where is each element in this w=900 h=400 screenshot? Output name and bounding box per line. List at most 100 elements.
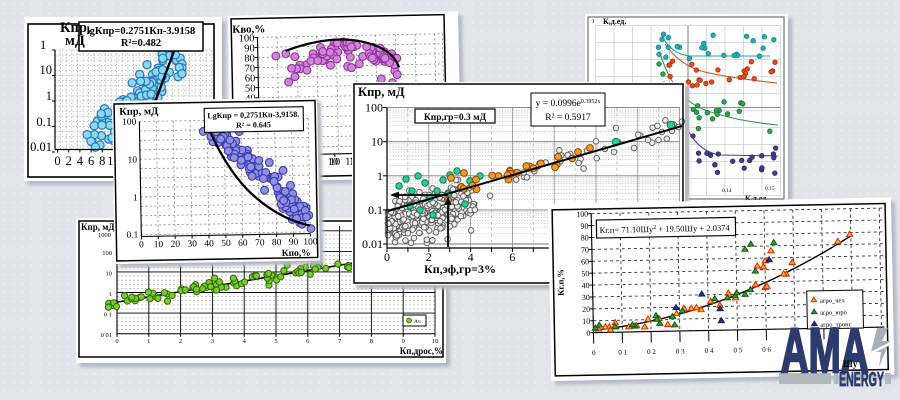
svg-text:1: 1 xyxy=(147,338,150,345)
svg-text:100: 100 xyxy=(303,237,318,247)
svg-text:0.1: 0.1 xyxy=(36,115,52,129)
svg-text:0: 0 xyxy=(384,250,390,264)
svg-text:100: 100 xyxy=(365,101,383,115)
svg-text:0.1: 0.1 xyxy=(368,203,383,217)
svg-text:90: 90 xyxy=(580,222,588,231)
svg-text:60: 60 xyxy=(581,257,589,266)
svg-text:0.01: 0.01 xyxy=(362,237,383,251)
svg-text:0.01: 0.01 xyxy=(30,140,52,154)
svg-text:10: 10 xyxy=(582,317,590,326)
svg-text:0 2: 0 2 xyxy=(647,348,656,356)
svg-text:9: 9 xyxy=(402,338,405,345)
svg-text:10: 10 xyxy=(106,271,113,278)
svg-text:1: 1 xyxy=(109,291,112,298)
svg-text:1000: 1000 xyxy=(98,232,111,239)
svg-text:0 3: 0 3 xyxy=(676,347,685,355)
svg-text:Кпр, мД: Кпр, мД xyxy=(358,85,405,99)
svg-text:Кпр, мД: Кпр, мД xyxy=(81,222,115,232)
svg-text:агро_юро: агро_юро xyxy=(820,309,847,317)
svg-text:40: 40 xyxy=(581,281,589,290)
svg-text:Кп,эф,гр=3%: Кп,эф,гр=3% xyxy=(424,262,496,276)
svg-text:0.1: 0.1 xyxy=(126,231,138,241)
svg-text:AMA: AMA xyxy=(781,322,869,386)
svg-text:50: 50 xyxy=(245,83,256,94)
svg-text:R² = 0.5917: R² = 0.5917 xyxy=(545,113,591,123)
svg-text:1: 1 xyxy=(377,169,383,183)
svg-text:70: 70 xyxy=(581,245,589,254)
svg-text:12: 12 xyxy=(345,156,356,167)
svg-text:30: 30 xyxy=(582,293,590,302)
svg-text:90: 90 xyxy=(244,43,255,54)
svg-text:агро_чел: агро_чел xyxy=(820,297,846,304)
svg-text:30: 30 xyxy=(187,240,197,250)
svg-text:10: 10 xyxy=(127,156,137,166)
svg-text:6: 6 xyxy=(509,250,515,264)
svg-text:1: 1 xyxy=(133,194,138,204)
svg-text:10: 10 xyxy=(330,157,341,168)
svg-text:Кпр,: Кпр, xyxy=(60,20,91,36)
svg-text:К,д.ед.: К,д.ед. xyxy=(603,17,626,26)
svg-text:1: 1 xyxy=(592,19,595,25)
svg-text:R² = 0.645: R² = 0.645 xyxy=(236,120,271,130)
svg-text:50: 50 xyxy=(221,239,231,249)
svg-text:40: 40 xyxy=(204,239,214,249)
svg-text:LgКпр = 0,2751Кп-3,9158.: LgКпр = 0,2751Кп-3,9158. xyxy=(207,110,299,121)
svg-text:10: 10 xyxy=(40,63,53,77)
svg-text:60: 60 xyxy=(245,73,256,84)
svg-text:агро_тронс: агро_тронс xyxy=(820,321,851,329)
svg-text:80: 80 xyxy=(272,238,282,248)
svg-text:4: 4 xyxy=(468,250,474,264)
svg-text:80: 80 xyxy=(581,234,589,243)
svg-text:Кг.п,%: Кг.п,% xyxy=(555,269,566,296)
svg-text:100: 100 xyxy=(102,250,112,257)
svg-text:R²=0.482: R²=0.482 xyxy=(121,38,161,49)
svg-text:0.14: 0.14 xyxy=(722,188,732,194)
svg-text:1: 1 xyxy=(40,38,46,52)
svg-text:0 01: 0 01 xyxy=(101,332,112,339)
svg-text:Ач: Ач xyxy=(414,319,421,325)
svg-text:100: 100 xyxy=(122,118,137,128)
svg-text:Кпр, мД: Кпр, мД xyxy=(119,106,159,118)
svg-text:4: 4 xyxy=(243,338,247,345)
svg-text:3: 3 xyxy=(211,338,214,345)
svg-text:Кпр,гр=0.3 мД: Кпр,гр=0.3 мД xyxy=(424,113,487,123)
svg-text:Кп,дрос,%: Кп,дрос,% xyxy=(400,346,443,356)
svg-text:0: 0 xyxy=(115,338,118,345)
svg-text:10: 10 xyxy=(328,157,339,168)
svg-text:0 1: 0 1 xyxy=(104,312,112,319)
svg-text:0: 0 xyxy=(586,329,590,338)
svg-text:8: 8 xyxy=(370,338,373,345)
svg-text:Кг.п= 71.10Шу2 + 19.50Шу + 2.0: Кг.п= 71.10Шу2 + 19.50Шу + 2.0374 xyxy=(599,223,730,236)
svg-text:80: 80 xyxy=(244,53,255,64)
svg-text:60: 60 xyxy=(238,239,248,249)
svg-text:1: 1 xyxy=(46,89,52,103)
svg-text:y = 0.0996e0.3952x: y = 0.0996e0.3952x xyxy=(536,99,601,109)
svg-text:70: 70 xyxy=(244,63,255,74)
svg-text:20: 20 xyxy=(582,305,590,314)
svg-text:2: 2 xyxy=(426,250,432,264)
svg-text:6: 6 xyxy=(88,154,94,168)
svg-text:ENERGY: ENERGY xyxy=(839,369,884,391)
svg-text:7: 7 xyxy=(338,338,342,345)
svg-text:100: 100 xyxy=(239,33,255,44)
svg-text:0 6: 0 6 xyxy=(762,346,771,354)
svg-text:10: 10 xyxy=(154,240,164,250)
svg-text:2: 2 xyxy=(66,154,72,168)
svg-text:0: 0 xyxy=(139,240,144,250)
svg-text:0 4: 0 4 xyxy=(705,347,714,355)
svg-text:70: 70 xyxy=(255,238,265,248)
svg-text:20: 20 xyxy=(170,240,180,250)
svg-text:0: 0 xyxy=(592,349,596,357)
svg-text:Кпо,%: Кпо,% xyxy=(282,249,311,260)
svg-text:0.15: 0.15 xyxy=(765,186,775,192)
svg-text:мД: мД xyxy=(65,33,85,49)
svg-text:0 1: 0 1 xyxy=(618,349,627,357)
svg-text:4: 4 xyxy=(77,154,84,168)
svg-text:90: 90 xyxy=(289,238,299,248)
svg-text:10: 10 xyxy=(432,338,439,345)
svg-text:100: 100 xyxy=(576,210,588,219)
svg-text:Кво,%: Кво,% xyxy=(232,23,265,36)
svg-text:2: 2 xyxy=(179,338,182,345)
svg-text:lgКпр=0.2751Кп-3.9158: lgКпр=0.2751Кп-3.9158 xyxy=(87,26,196,37)
svg-text:5: 5 xyxy=(274,338,277,345)
